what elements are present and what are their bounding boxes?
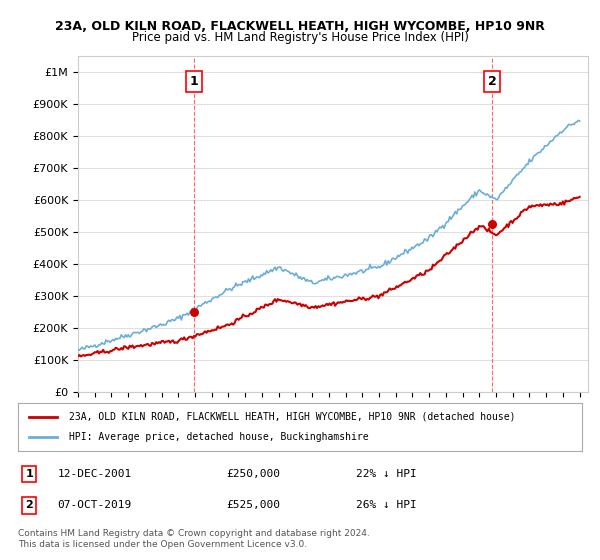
Point [190,307,199,316]
Text: 23A, OLD KILN ROAD, FLACKWELL HEATH, HIGH WYCOMBE, HP10 9NR (detached house): 23A, OLD KILN ROAD, FLACKWELL HEATH, HIG… [69,412,515,422]
Text: 1: 1 [25,469,33,479]
Text: £525,000: £525,000 [227,501,281,510]
Text: 1: 1 [190,75,199,88]
Text: £250,000: £250,000 [227,469,281,479]
Text: 2: 2 [25,501,33,510]
Point [487,220,497,228]
Text: 23A, OLD KILN ROAD, FLACKWELL HEATH, HIGH WYCOMBE, HP10 9NR: 23A, OLD KILN ROAD, FLACKWELL HEATH, HIG… [55,20,545,32]
Text: Contains HM Land Registry data © Crown copyright and database right 2024.
This d: Contains HM Land Registry data © Crown c… [18,529,370,549]
Text: 12-DEC-2001: 12-DEC-2001 [58,469,132,479]
Text: 07-OCT-2019: 07-OCT-2019 [58,501,132,510]
Text: HPI: Average price, detached house, Buckinghamshire: HPI: Average price, detached house, Buck… [69,432,368,442]
Text: Price paid vs. HM Land Registry's House Price Index (HPI): Price paid vs. HM Land Registry's House … [131,31,469,44]
Text: 26% ↓ HPI: 26% ↓ HPI [356,501,417,510]
Text: 2: 2 [488,75,497,88]
Text: 22% ↓ HPI: 22% ↓ HPI [356,469,417,479]
